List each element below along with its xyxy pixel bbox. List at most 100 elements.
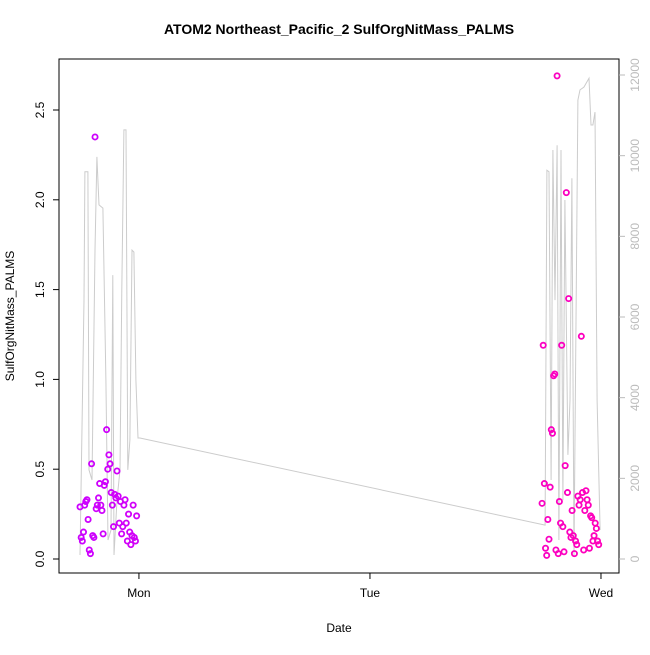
point	[86, 550, 94, 558]
point	[115, 519, 123, 527]
point	[562, 189, 570, 197]
point	[538, 499, 546, 507]
y2-tick-label: 6000	[628, 303, 642, 330]
point	[93, 501, 101, 509]
x-tick-label: Tue	[360, 586, 381, 600]
y2-tick-label: 0	[628, 555, 642, 562]
x-tick-label: Wed	[589, 586, 613, 600]
point	[127, 541, 135, 549]
point	[92, 505, 100, 513]
y2-tick-label: 8000	[628, 223, 642, 250]
y-tick-label: 1.0	[33, 371, 47, 388]
point	[540, 480, 548, 488]
point	[592, 524, 600, 532]
point	[91, 133, 99, 141]
point	[548, 429, 556, 437]
point	[585, 544, 593, 552]
point	[577, 332, 585, 340]
point	[105, 451, 113, 459]
point	[543, 551, 551, 559]
point	[110, 523, 118, 531]
point	[108, 501, 116, 509]
point	[99, 530, 107, 538]
y-tick-label: 2.5	[33, 101, 47, 118]
point	[560, 548, 568, 556]
x-tick-label: Mon	[127, 586, 150, 600]
y-tick-label: 1.5	[33, 281, 47, 298]
point	[88, 460, 96, 468]
point	[85, 546, 93, 554]
point	[591, 519, 599, 527]
point	[131, 537, 139, 545]
point	[561, 462, 569, 470]
point	[120, 501, 128, 509]
point	[551, 370, 559, 378]
point	[100, 481, 108, 489]
point	[582, 487, 590, 495]
point	[123, 537, 131, 545]
point	[545, 535, 553, 543]
point	[113, 467, 121, 475]
point	[130, 533, 138, 541]
point	[583, 496, 591, 504]
y2-tick-label: 2000	[628, 465, 642, 492]
y2-tick-label: 12000	[628, 58, 642, 92]
point	[84, 515, 92, 523]
point	[563, 489, 571, 497]
chart-title: ATOM2 Northeast_Pacific_2 SulfOrgNitMass…	[164, 21, 514, 37]
point	[119, 523, 127, 531]
point	[98, 507, 106, 515]
point	[553, 72, 561, 80]
point	[95, 494, 103, 502]
point	[81, 501, 89, 509]
point	[572, 537, 580, 545]
y-tick-label: 0.0	[33, 550, 47, 567]
point	[568, 507, 576, 515]
point	[569, 532, 577, 540]
point	[90, 533, 98, 541]
point	[581, 507, 589, 515]
point	[595, 541, 603, 549]
point	[78, 537, 86, 545]
point	[570, 550, 578, 558]
point	[547, 426, 555, 434]
point	[565, 295, 573, 303]
point	[576, 496, 584, 504]
point	[588, 514, 596, 522]
point	[573, 541, 581, 549]
point	[125, 510, 133, 518]
point	[79, 528, 87, 536]
point	[580, 546, 588, 554]
point	[118, 530, 126, 538]
point	[104, 465, 112, 473]
point	[555, 498, 563, 506]
y-axis-label: SulfOrgNitMass_PALMS	[3, 251, 17, 381]
point	[544, 515, 552, 523]
point	[546, 483, 554, 491]
point	[77, 533, 85, 541]
point	[133, 512, 141, 520]
point	[559, 523, 567, 531]
x-axis-label: Date	[326, 621, 352, 635]
y2-tick-label: 10000	[628, 139, 642, 173]
point	[121, 496, 129, 504]
point	[83, 496, 91, 504]
point	[114, 492, 122, 500]
line-series	[79, 76, 601, 556]
point	[542, 544, 550, 552]
point	[558, 341, 566, 349]
point	[590, 532, 598, 540]
point	[103, 426, 111, 434]
plot-box	[58, 58, 620, 574]
point	[554, 550, 562, 558]
point	[539, 341, 547, 349]
point	[584, 501, 592, 509]
y-tick-label: 2.0	[33, 191, 47, 208]
point	[594, 537, 602, 545]
point	[106, 460, 114, 468]
point	[575, 501, 583, 509]
y2-tick-label: 4000	[628, 384, 642, 411]
point	[101, 478, 109, 486]
point	[122, 519, 130, 527]
